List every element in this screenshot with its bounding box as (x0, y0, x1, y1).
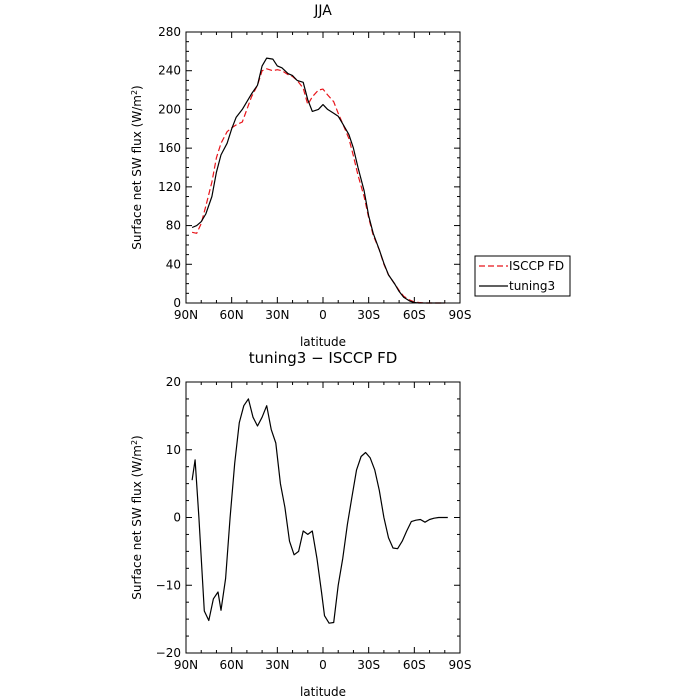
y-tick-label: −20 (156, 646, 181, 660)
y-tick-label: 10 (166, 443, 181, 457)
x-tick-label: 60N (220, 658, 244, 672)
y-tick-label: −10 (156, 578, 181, 592)
series-line-isccp-fd (191, 68, 445, 304)
x-tick-label: 30N (265, 308, 289, 322)
y-tick-label: 240 (158, 64, 181, 78)
x-tick-label: 90N (174, 658, 198, 672)
chart-title: tuning3 − ISCCP FD (249, 349, 398, 367)
series-group (191, 398, 448, 624)
x-tick-label: 0 (319, 658, 327, 672)
x-axis-label: latitude (300, 685, 346, 699)
x-tick-label: 30S (357, 308, 380, 322)
y-tick-label: 0 (173, 296, 181, 310)
series-line-tuning3 (191, 57, 445, 304)
axes: −20 −10 0 10 20 90N 60N 30N 0 30S 60S 90S (156, 375, 472, 672)
x-tick-label: 90S (449, 658, 472, 672)
x-tick-label: 60N (220, 308, 244, 322)
legend: ISCCP FD tuning3 (474, 255, 571, 297)
x-axis-label: latitude (300, 335, 346, 349)
legend-box (474, 255, 571, 297)
plot-frame (185, 31, 461, 304)
series-group (191, 57, 445, 304)
x-tick-label: 60S (403, 308, 426, 322)
axes: 0 40 80 120 160 200 240 280 90N 60N 30N 0 30S 60S 90S (158, 25, 471, 322)
y-tick-label: 80 (166, 219, 181, 233)
x-tick-label: 60S (403, 658, 426, 672)
x-tick-label: 0 (319, 308, 327, 322)
y-tick-label: 160 (158, 141, 181, 155)
y-tick-label: 20 (166, 375, 181, 389)
legend-label-isccp: ISCCP FD (509, 259, 564, 273)
y-tick-label: 280 (158, 25, 181, 39)
y-axis-label: Surface net SW flux (W/m2) (130, 435, 145, 599)
series-line-difference (191, 398, 448, 624)
chart-title: JJA (313, 3, 332, 19)
x-tick-label: 30S (357, 658, 380, 672)
legend-label-tuning3: tuning3 (509, 279, 555, 293)
panel-bottom: tuning3 − ISCCP FD −20 −10 0 10 20 90N 60N 30N 0… (130, 349, 472, 699)
y-tick-label: 0 (173, 511, 181, 525)
x-tick-label: 30N (265, 658, 289, 672)
x-tick-label: 90N (174, 308, 198, 322)
x-tick-label: 90S (449, 308, 472, 322)
plot-frame (185, 381, 461, 654)
y-axis-label: Surface net SW flux (W/m2) (130, 85, 145, 249)
y-tick-label: 200 (158, 102, 181, 116)
panel-top: JJA 0 40 80 120 160 200 240 280 90N 60N 30N 0 30S 60S… (130, 3, 571, 349)
y-tick-label: 120 (158, 180, 181, 194)
y-tick-label: 40 (166, 257, 181, 271)
